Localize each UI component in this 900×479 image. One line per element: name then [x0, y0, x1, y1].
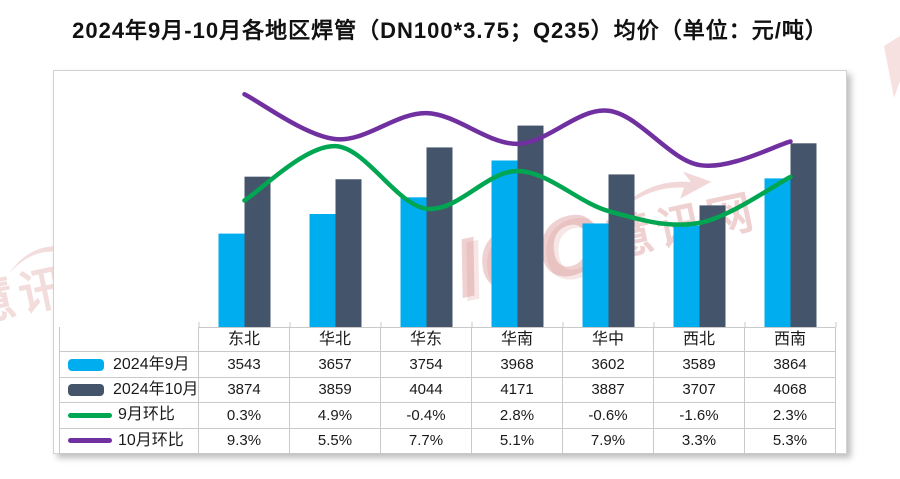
table-cell-10月环比-华东: 7.7% — [381, 428, 472, 454]
bar-2024年10月-华中 — [608, 174, 635, 327]
table-cell-10月环比-华北: 5.5% — [290, 428, 381, 454]
bar-2024年9月-华北 — [309, 213, 336, 327]
table-cell-9月环比-华南: 2.8% — [472, 403, 563, 429]
table-cell-9月环比-西北: -1.6% — [654, 403, 745, 429]
legend-label: 2024年10月 — [113, 380, 199, 398]
category-header: 西南 — [745, 327, 836, 353]
table-cell-9月环比-华东: -0.4% — [381, 403, 472, 429]
bar-2024年10月-华北 — [335, 179, 362, 327]
bar-2024年9月-西南 — [764, 178, 791, 327]
category-header: 西北 — [654, 327, 745, 353]
legend-bar-swatch-2024年10月 — [68, 383, 104, 396]
legend-label: 10月环比 — [118, 431, 184, 449]
combo-chart-plot — [198, 92, 837, 327]
table-cell-9月环比-华中: -0.6% — [563, 403, 654, 429]
table-cell-9月环比-东北: 0.3% — [199, 403, 290, 429]
table-cell-2024年9月-东北: 3543 — [199, 352, 290, 378]
legend-label: 2024年9月 — [113, 355, 190, 373]
table-cell-2024年10月-西南: 4068 — [745, 377, 836, 404]
table-cell-2024年10月-西北: 3707 — [654, 377, 745, 404]
table-cell-2024年10月-华东: 4044 — [381, 377, 472, 404]
legend-cell-2024年10月: 2024年10月 — [59, 377, 199, 404]
line-10月环比 — [242, 92, 793, 168]
table-cell-2024年10月-东北: 3874 — [199, 377, 290, 404]
bar-2024年10月-华南 — [517, 125, 544, 327]
legend-label: 9月环比 — [118, 406, 175, 424]
bar-2024年10月-东北 — [244, 176, 271, 327]
legend-bar-swatch-2024年9月 — [68, 358, 104, 371]
table-cell-2024年9月-华东: 3754 — [381, 352, 472, 378]
bar-2024年10月-西南 — [790, 143, 817, 327]
legend-line-swatch-9月环比 — [68, 412, 112, 418]
legend-cell-2024年9月: 2024年9月 — [59, 352, 199, 378]
table-cell-2024年10月-华中: 3887 — [563, 377, 654, 404]
table-cell-2024年9月-华北: 3657 — [290, 352, 381, 378]
table-cell-2024年9月-西北: 3589 — [654, 352, 745, 378]
chart-panel: ICC 慧讯网 东北华北华东华南华中西北西南2024年9月35433657375… — [53, 70, 847, 454]
bar-2024年9月-华东 — [400, 197, 427, 327]
chart-title: 2024年9月-10月各地区焊管（DN100*3.75；Q235）均价（单位：元… — [72, 18, 828, 43]
watermark-corner-fragment — [882, 36, 900, 111]
bar-2024年9月-华南 — [491, 160, 518, 327]
table-corner-cell — [59, 327, 199, 353]
legend-line-swatch-10月环比 — [68, 438, 112, 444]
table-cell-9月环比-西南: 2.3% — [745, 403, 836, 429]
table-cell-10月环比-华中: 7.9% — [563, 428, 654, 454]
legend-cell-10月环比: 10月环比 — [59, 428, 199, 454]
table-cell-10月环比-西南: 5.3% — [745, 428, 836, 454]
table-cell-2024年9月-西南: 3864 — [745, 352, 836, 378]
bar-2024年10月-华东 — [426, 147, 453, 327]
line-9月环比 — [242, 143, 793, 227]
chart-data-table: 东北 华北 华东 华南 华中 西北 西南 2024年9月 3543 3657 3754 3968 360… — [59, 327, 836, 454]
bar-2024年9月-华中 — [582, 223, 609, 327]
table-cell-2024年10月-华南: 4171 — [472, 377, 563, 404]
table-cell-9月环比-华北: 4.9% — [290, 403, 381, 429]
table-cell-10月环比-西北: 3.3% — [654, 428, 745, 454]
table-cell-2024年9月-华南: 3968 — [472, 352, 563, 378]
legend-cell-9月环比: 9月环比 — [59, 403, 199, 429]
table-cell-2024年9月-华中: 3602 — [563, 352, 654, 378]
category-header: 东北 — [199, 327, 290, 353]
category-header: 华东 — [381, 327, 472, 353]
bar-2024年10月-西北 — [699, 205, 726, 327]
table-cell-2024年10月-华北: 3859 — [290, 377, 381, 404]
table-cell-10月环比-东北: 9.3% — [199, 428, 290, 454]
category-header: 华南 — [472, 327, 563, 353]
category-header: 华北 — [290, 327, 381, 353]
bar-2024年9月-西北 — [673, 225, 700, 327]
bar-2024年9月-东北 — [218, 233, 245, 327]
category-header: 华中 — [563, 327, 654, 353]
table-cell-10月环比-华南: 5.1% — [472, 428, 563, 454]
